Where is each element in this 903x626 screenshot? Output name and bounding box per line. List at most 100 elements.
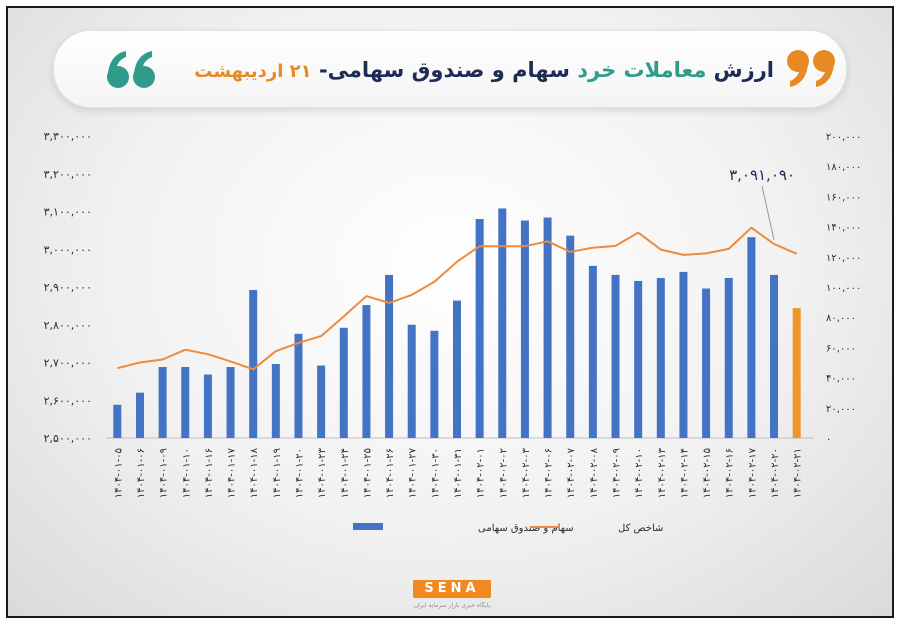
- x-axis-tick-label: ۱۴۰۴-۰۲-۲۱: [793, 448, 804, 498]
- x-axis-tick-label: ۱۴۰۴-۰۲-۰۲: [498, 448, 509, 498]
- bar: [135, 392, 144, 438]
- x-axis-tick-label: ۱۴۰۴-۰۱-۱۸: [249, 447, 260, 498]
- bar: [294, 333, 303, 438]
- bar: [498, 208, 507, 438]
- x-axis-tick-label: ۱۴۰۴-۰۲-۲۰: [770, 448, 781, 498]
- right-axis-tick-label: ۱۰۰,۰۰۰: [826, 283, 861, 294]
- bar: [656, 277, 665, 438]
- annotation-label: ۳,۰۹۱,۰۹۰: [729, 166, 795, 184]
- bar: [566, 235, 575, 438]
- logo-wordmark: SENA: [413, 580, 491, 598]
- title-part-4: ۲۱ اردیبهشت: [194, 61, 312, 82]
- bar: [181, 367, 190, 438]
- x-axis-tick-label: ۱۴۰۴-۰۱-۱۰: [181, 448, 192, 498]
- title-banner: ارزش معاملات خرد سهام و صندوق سهامی- ۲۱ …: [53, 30, 847, 108]
- x-axis-tick-label: ۱۴۰۴-۰۲-۱۶: [725, 448, 736, 498]
- annotation-leader-line: [761, 185, 775, 241]
- bar: [226, 367, 235, 438]
- legend-label-bars: سهام و صندوق سهامی: [478, 523, 574, 534]
- x-axis-tick-label: ۱۴۰۴-۰۱-۲۳: [317, 447, 328, 498]
- right-axis-tick-label: ۱۲۰,۰۰۰: [826, 253, 861, 264]
- right-axis-tick-label: ۸۰,۰۰۰: [826, 313, 856, 324]
- combo-chart: ۲,۵۰۰,۰۰۰ ۲,۶۰۰,۰۰۰ ۲,۷۰۰,۰۰۰ ۲,۸۰۰,۰۰۰ ۲,۹۰…: [44, 130, 862, 534]
- bar: [634, 280, 643, 438]
- line-series-shakhes-kol: [117, 226, 798, 371]
- bar: [520, 220, 529, 438]
- bar: [543, 217, 552, 438]
- bar: [339, 327, 348, 438]
- bar: [362, 305, 371, 438]
- right-axis-tick-label: ۲۰۰,۰۰۰: [826, 132, 861, 143]
- left-axis-tick-label: ۲,۶۰۰,۰۰۰: [44, 394, 92, 407]
- x-axis-tick-label: ۱۴۰۴-۰۲-۱۴: [679, 448, 690, 498]
- right-axis-tick-label: ۰: [826, 434, 831, 445]
- quote-glyphs: [107, 51, 155, 88]
- right-axis-tick-label: ۲۰,۰۰۰: [826, 404, 856, 415]
- quote-glyphs-right: [787, 50, 835, 87]
- bar: [158, 367, 167, 438]
- legend-swatch-bars: [353, 523, 383, 530]
- bar: [588, 265, 597, 438]
- title-part-1: ارزش: [713, 58, 774, 82]
- x-axis-tick-label: ۱۴۰۴-۰۱-۱۹: [272, 448, 283, 498]
- x-axis-tick-label: ۱۴۰۴-۰۲-۱۷: [747, 447, 758, 498]
- bar: [430, 330, 439, 438]
- x-axis-tick-label: ۱۴۰۴-۰۱-۳۱: [453, 448, 464, 498]
- legend-label-line: شاخص کل: [618, 523, 663, 534]
- quote-mark-right-icon: [787, 50, 835, 87]
- title-part-2: معاملات خرد: [577, 58, 707, 82]
- bar: [385, 274, 394, 438]
- left-axis-tick-label: ۲,۹۰۰,۰۰۰: [44, 281, 92, 294]
- left-axis-tick-label: ۲,۷۰۰,۰۰۰: [44, 357, 92, 370]
- x-axis-tick-label: ۱۴۰۴-۰۱-۳۰: [430, 448, 441, 498]
- bar: [792, 308, 801, 438]
- x-axis-tick-label: ۱۴۰۴-۰۲-۰۹: [612, 448, 623, 498]
- x-axis-tick-label: ۱۴۰۴-۰۱-۱۶: [204, 448, 215, 498]
- bar: [203, 374, 212, 438]
- infographic-frame: ارزش معاملات خرد سهام و صندوق سهامی- ۲۱ …: [6, 6, 894, 618]
- x-axis-tick-label: ۱۴۰۴-۰۱-۰۵: [113, 448, 124, 498]
- bar: [611, 274, 620, 438]
- chart-title: ارزش معاملات خرد سهام و صندوق سهامی- ۲۱ …: [194, 53, 774, 87]
- x-axis-tick-label: ۱۴۰۴-۰۱-۲۶: [385, 448, 396, 498]
- x-axis-tick-label: ۱۴۰۴-۰۲-۰۶: [544, 448, 555, 498]
- x-axis-tick-label: ۱۴۰۴-۰۱-۱۷: [227, 447, 238, 498]
- bar: [475, 219, 484, 438]
- x-axis-tick-label: ۱۴۰۴-۰۲-۱۰: [634, 448, 645, 498]
- quote-mark-left-icon: [107, 51, 155, 88]
- left-axis-tick-label: ۲,۵۰۰,۰۰۰: [44, 432, 92, 445]
- bar: [679, 271, 688, 438]
- right-axis-tick-label: ۶۰,۰۰۰: [826, 343, 856, 354]
- left-axis-tick-label: ۲,۸۰۰,۰۰۰: [44, 319, 92, 332]
- bar: [770, 274, 779, 438]
- x-axis-tick-label: ۱۴۰۴-۰۲-۰۷: [566, 447, 577, 498]
- right-axis-tick-label: ۱۶۰,۰۰۰: [826, 192, 861, 203]
- bar: [453, 300, 461, 438]
- left-axis-tick-label: ۳,۱۰۰,۰۰۰: [44, 206, 92, 219]
- x-axis-tick-label: ۱۴۰۴-۰۱-۰۹: [159, 448, 170, 498]
- bar: [702, 288, 711, 438]
- x-axis-tick-label: ۱۴۰۴-۰۱-۰۶: [136, 448, 147, 498]
- bar: [249, 290, 258, 438]
- left-axis-tick-label: ۳,۳۰۰,۰۰۰: [44, 130, 92, 143]
- x-axis-tick-label: ۱۴۰۴-۰۲-۱۳: [657, 447, 668, 498]
- left-axis-tick-label: ۳,۲۰۰,۰۰۰: [44, 168, 92, 181]
- bar: [113, 404, 122, 438]
- bar: [407, 324, 416, 438]
- bar: [747, 237, 756, 438]
- right-axis-tick-label: ۱۸۰,۰۰۰: [826, 162, 861, 173]
- x-axis-tick-label: ۱۴۰۴-۰۱-۲۵: [362, 448, 373, 498]
- x-axis-tick-label: ۱۴۰۴-۰۲-۰۸: [589, 447, 600, 498]
- left-axis-tick-label: ۳,۰۰۰,۰۰۰: [44, 243, 92, 256]
- x-axis-tick-label: ۱۴۰۴-۰۲-۱۵: [702, 448, 713, 498]
- logo-subtitle: پایگاه خبری بازار سرمایه ایران: [413, 602, 491, 609]
- x-axis-tick-label: ۱۴۰۴-۰۲-۰۱: [476, 448, 487, 498]
- title-part-3: سهام و صندوق سهامی-: [318, 58, 570, 82]
- bar: [317, 365, 326, 438]
- bar: [724, 277, 733, 438]
- x-axis-tick-label: ۱۴۰۴-۰۲-۰۳: [521, 447, 532, 498]
- x-axis-tick-label: ۱۴۰۴-۰۱-۲۷: [408, 447, 419, 498]
- right-axis-tick-label: ۴۰,۰۰۰: [826, 374, 856, 385]
- x-axis-tick-label: ۱۴۰۴-۰۱-۲۴: [340, 448, 351, 498]
- x-axis-tick-label: ۱۴۰۴-۰۱-۲۰: [294, 448, 305, 498]
